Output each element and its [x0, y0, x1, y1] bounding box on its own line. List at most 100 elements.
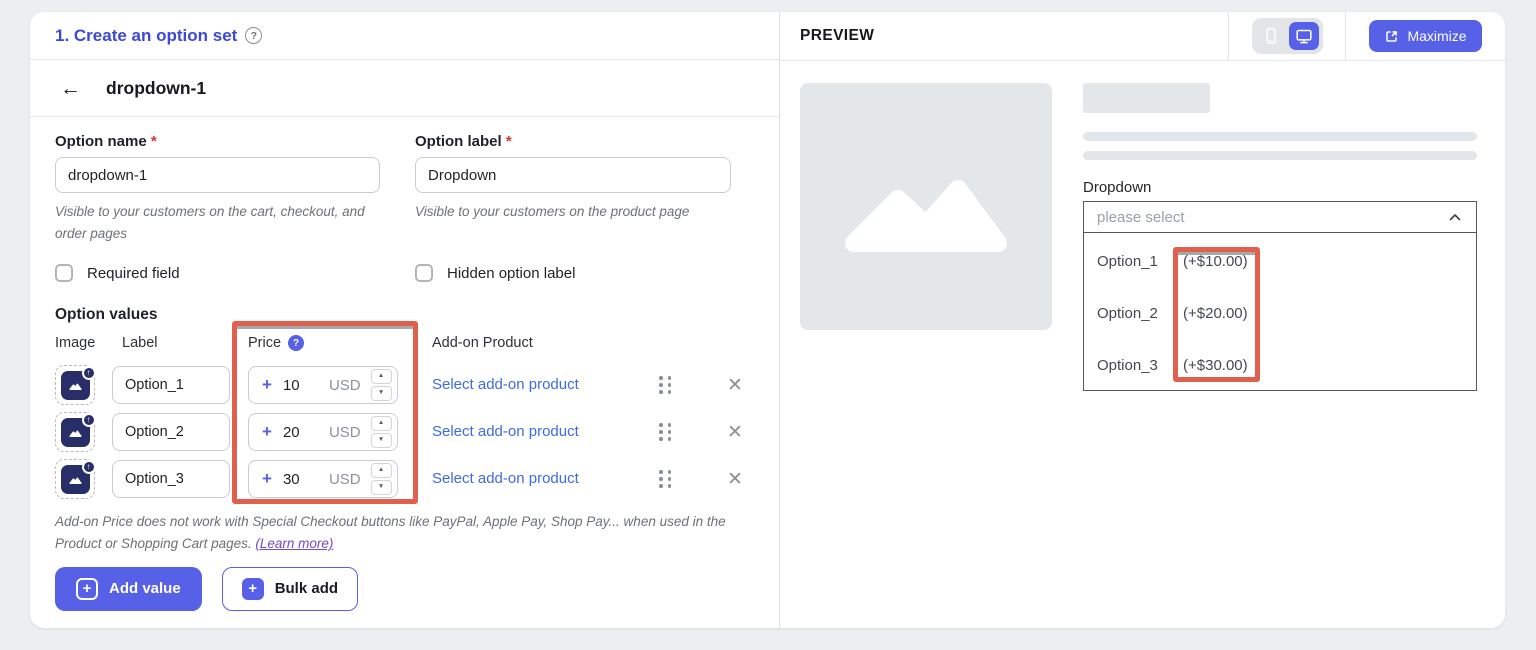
value-label-input[interactable]	[112, 366, 230, 405]
option-price-text: (+$20.00)	[1183, 304, 1248, 322]
upload-badge-icon: ↑	[81, 365, 96, 380]
help-circle-icon[interactable]: ?	[245, 27, 263, 44]
hidden-option-label-label: Hidden option label	[447, 264, 576, 282]
skeleton-text-bar	[1083, 132, 1477, 141]
currency-label: USD	[328, 470, 361, 488]
image-upload-button[interactable]: ↑	[55, 412, 96, 453]
image-upload-button[interactable]: ↑	[55, 459, 96, 500]
price-plus-sign: +	[262, 469, 272, 489]
mobile-view-button[interactable]	[1256, 22, 1286, 50]
stepper-down-icon[interactable]: ▼	[370, 480, 392, 496]
select-addon-product-link[interactable]: Select add-on product	[432, 470, 579, 488]
desktop-icon	[1295, 29, 1312, 43]
remove-row-icon[interactable]: ✕	[727, 374, 743, 396]
preview-select[interactable]: please select	[1083, 201, 1477, 233]
preview-pane: PREVIEW	[780, 12, 1505, 628]
hidden-option-label-checkbox[interactable]	[415, 264, 433, 283]
preview-dropdown: please select Option_1 (+$10.00) Option_…	[1083, 201, 1477, 391]
price-input-group: + USD ▲ ▼	[248, 460, 398, 499]
preview-header: PREVIEW	[780, 12, 1505, 61]
price-input[interactable]	[282, 376, 327, 394]
mobile-icon	[1265, 27, 1276, 44]
price-plus-sign: +	[262, 375, 272, 395]
select-placeholder: please select	[1097, 208, 1185, 226]
desktop-view-button[interactable]	[1288, 22, 1319, 50]
preview-option-item[interactable]: Option_1 (+$10.00)	[1097, 252, 1248, 270]
drag-handle-icon[interactable]	[655, 466, 676, 492]
bulk-add-button[interactable]: + Bulk add	[221, 566, 359, 611]
price-stepper: ▲ ▼	[370, 463, 392, 496]
option-value-row: ↑ + USD ▲ ▼	[55, 459, 754, 500]
skeleton-text-bar	[1083, 151, 1477, 160]
checkbox-row: Required field Hidden option label	[55, 264, 754, 283]
required-asterisk: *	[505, 133, 512, 150]
preview-options-list: Option_1 (+$10.00) Option_2 (+$20.00) Op…	[1083, 233, 1477, 391]
price-stepper: ▲ ▼	[370, 369, 392, 402]
option-set-editor-pane: 1. Create an option set ? ← dropdown-1 O…	[30, 12, 780, 628]
price-input[interactable]	[282, 470, 327, 488]
mountain-placeholder-icon	[845, 179, 1007, 252]
option-values-header-row: Image Label Price ? Add-on Product	[55, 329, 754, 357]
preview-dropdown-label: Dropdown	[1083, 179, 1152, 196]
option-value-row: ↑ + USD ▲ ▼	[55, 412, 754, 453]
maximize-icon	[1386, 30, 1398, 42]
select-addon-product-link[interactable]: Select add-on product	[432, 423, 579, 441]
required-field-checkbox[interactable]	[55, 264, 73, 283]
maximize-button[interactable]: Maximize	[1369, 20, 1482, 52]
price-column-header: Price ?	[248, 335, 432, 352]
value-label-input[interactable]	[112, 460, 230, 499]
option-price-text: (+$30.00)	[1183, 356, 1248, 374]
stepper-up-icon[interactable]: ▲	[370, 463, 392, 479]
stepper-down-icon[interactable]: ▼	[370, 386, 392, 402]
option-name-input[interactable]	[55, 157, 380, 193]
price-input[interactable]	[282, 423, 327, 441]
image-upload-button[interactable]: ↑	[55, 365, 96, 406]
price-help-icon[interactable]: ?	[288, 335, 305, 352]
editor-body: Option name * Visible to your customers …	[30, 117, 779, 611]
option-label-label: Option label *	[415, 133, 512, 150]
option-value-row: ↑ + USD ▲ ▼	[55, 365, 754, 406]
chevron-up-icon	[1449, 214, 1461, 221]
drag-handle-icon[interactable]	[655, 419, 676, 445]
required-asterisk: *	[150, 133, 157, 150]
image-icon: ↑	[60, 365, 96, 400]
currency-label: USD	[328, 423, 361, 441]
remove-row-icon[interactable]: ✕	[727, 468, 743, 490]
plus-icon: +	[241, 577, 264, 600]
label-column-header: Label	[122, 335, 158, 352]
image-column-header: Image	[55, 335, 96, 352]
option-label-input[interactable]	[415, 157, 731, 193]
add-value-button[interactable]: + Add value	[55, 566, 202, 611]
header-divider	[1228, 12, 1229, 60]
learn-more-link[interactable]: (Learn more)	[255, 536, 334, 552]
remove-row-icon[interactable]: ✕	[727, 421, 743, 443]
required-field-option: Required field	[55, 264, 380, 283]
preview-option-item[interactable]: Option_3 (+$30.00)	[1097, 356, 1248, 374]
preview-option-item[interactable]: Option_2 (+$20.00)	[1097, 304, 1248, 322]
price-stepper: ▲ ▼	[370, 416, 392, 449]
preview-body: Dropdown please select Option_1 (+$10.00…	[780, 61, 1505, 391]
option-price-text: (+$10.00)	[1183, 252, 1248, 270]
option-label-helper: Visible to your customers on the product…	[415, 204, 690, 219]
drag-handle-icon[interactable]	[655, 372, 676, 398]
image-icon: ↑	[60, 412, 96, 447]
editor-header: 1. Create an option set ?	[30, 12, 779, 60]
option-name-field-group: Option name * Visible to your customers …	[55, 133, 380, 244]
required-field-label: Required field	[87, 264, 180, 282]
option-values-heading: Option values	[55, 306, 158, 324]
option-label-field-group: Option label * Visible to your customers…	[415, 133, 731, 244]
select-addon-product-link[interactable]: Select add-on product	[432, 376, 579, 394]
value-label-input[interactable]	[112, 413, 230, 452]
option-name-label: Option name *	[55, 133, 157, 150]
stepper-up-icon[interactable]: ▲	[370, 416, 392, 432]
editor-subheader: ← dropdown-1	[30, 60, 779, 117]
option-form: Option name * Visible to your customers …	[55, 133, 754, 244]
stepper-down-icon[interactable]: ▼	[370, 433, 392, 449]
back-arrow-icon[interactable]: ←	[60, 76, 81, 100]
option-values-table: Image Label Price ? Add-on Product	[55, 321, 754, 505]
device-toggle	[1251, 18, 1323, 54]
upload-badge-icon: ↑	[81, 412, 96, 427]
stepper-up-icon[interactable]: ▲	[370, 369, 392, 385]
product-image-placeholder	[800, 83, 1052, 330]
addon-price-note: Add-on Price does not work with Special …	[55, 514, 726, 552]
